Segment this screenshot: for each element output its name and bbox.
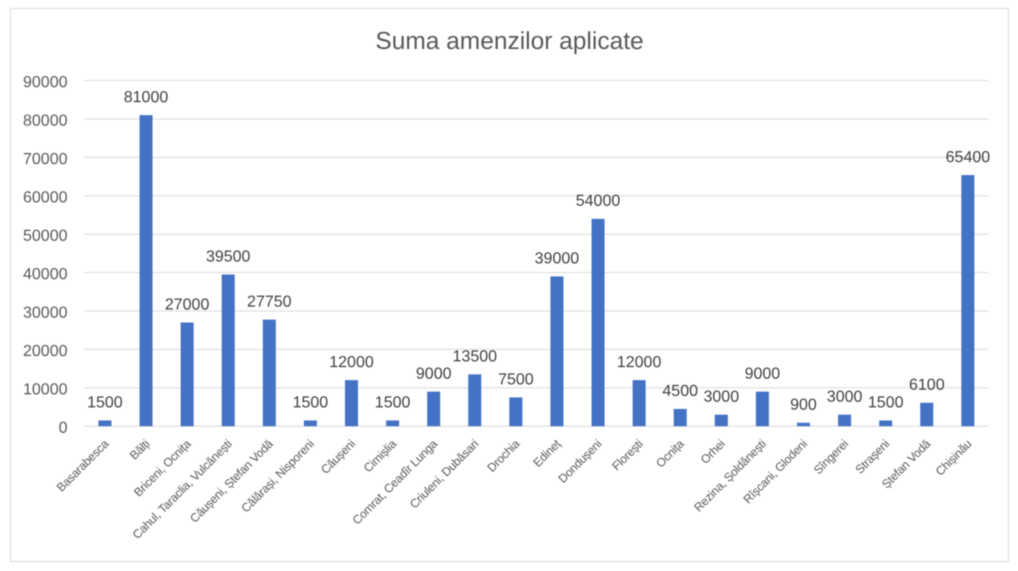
svg-text:60000: 60000 (23, 189, 68, 206)
svg-text:3000: 3000 (704, 389, 740, 406)
svg-text:1500: 1500 (868, 394, 904, 411)
svg-text:7500: 7500 (498, 371, 534, 388)
svg-text:65400: 65400 (946, 149, 991, 166)
svg-text:27750: 27750 (247, 294, 292, 311)
svg-text:39500: 39500 (206, 248, 251, 265)
svg-text:3000: 3000 (827, 389, 863, 406)
svg-text:50000: 50000 (23, 228, 68, 245)
svg-text:30000: 30000 (23, 305, 68, 322)
svg-text:Suma amenzilor aplicate: Suma amenzilor aplicate (375, 28, 643, 55)
svg-text:20000: 20000 (23, 343, 68, 360)
svg-text:6100: 6100 (909, 377, 945, 394)
svg-text:0: 0 (59, 420, 68, 437)
svg-text:80000: 80000 (23, 113, 68, 130)
svg-text:90000: 90000 (23, 74, 68, 91)
svg-text:900: 900 (790, 397, 817, 414)
svg-text:27000: 27000 (165, 296, 210, 313)
svg-text:9000: 9000 (745, 366, 781, 383)
svg-text:13500: 13500 (453, 348, 498, 365)
svg-text:9000: 9000 (416, 366, 452, 383)
svg-text:39000: 39000 (535, 250, 580, 267)
svg-text:4500: 4500 (662, 383, 698, 400)
svg-text:70000: 70000 (23, 151, 68, 168)
svg-text:10000: 10000 (23, 381, 68, 398)
svg-text:12000: 12000 (329, 354, 374, 371)
svg-text:40000: 40000 (23, 266, 68, 283)
svg-text:1500: 1500 (293, 394, 329, 411)
svg-text:1500: 1500 (375, 394, 411, 411)
svg-text:54000: 54000 (576, 193, 621, 210)
svg-text:12000: 12000 (617, 354, 662, 371)
svg-text:1500: 1500 (87, 394, 123, 411)
svg-text:81000: 81000 (124, 89, 169, 106)
